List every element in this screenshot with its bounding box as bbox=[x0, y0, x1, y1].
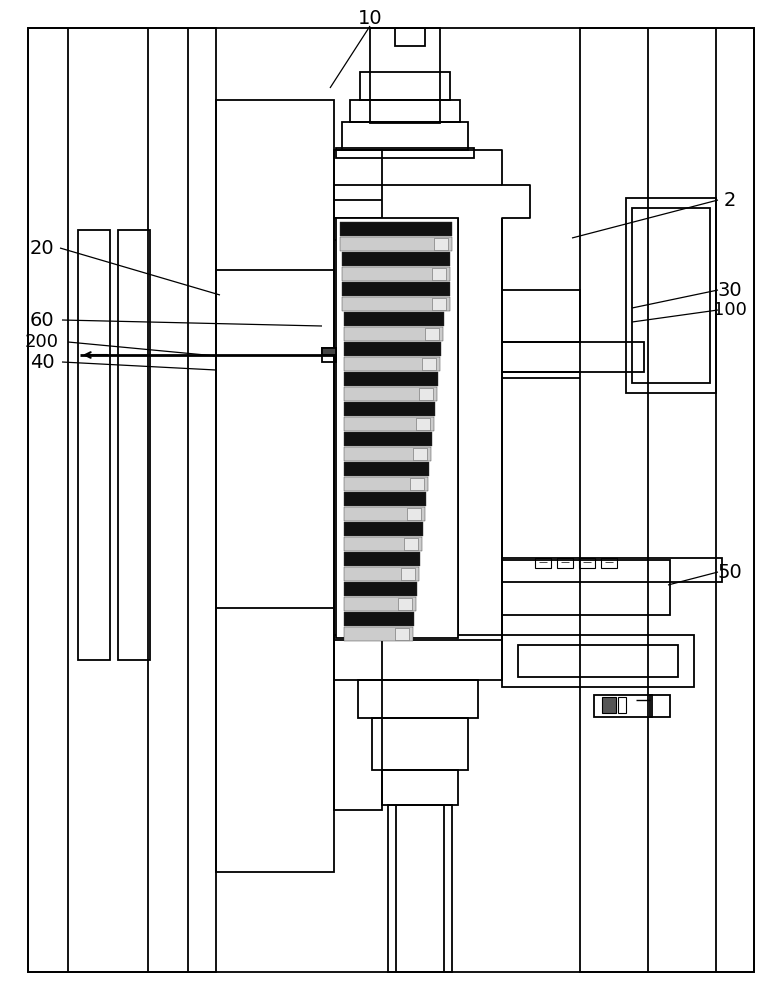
Bar bbox=[372, 718, 468, 770]
Bar bbox=[412, 448, 426, 460]
Bar bbox=[502, 342, 644, 372]
Bar bbox=[360, 72, 450, 100]
Bar bbox=[344, 582, 417, 595]
Bar bbox=[432, 268, 446, 279]
Bar bbox=[580, 28, 754, 972]
Bar bbox=[397, 598, 411, 609]
Bar bbox=[618, 697, 626, 713]
Bar bbox=[344, 567, 418, 580]
Bar bbox=[350, 100, 460, 122]
Bar bbox=[370, 28, 440, 123]
Text: 30: 30 bbox=[718, 280, 742, 300]
Bar bbox=[632, 208, 710, 383]
Text: 100: 100 bbox=[713, 301, 747, 319]
Bar bbox=[626, 198, 716, 393]
Text: 40: 40 bbox=[30, 353, 54, 371]
Bar bbox=[650, 695, 670, 717]
Bar bbox=[400, 568, 414, 580]
Bar bbox=[340, 222, 452, 235]
Bar bbox=[425, 328, 439, 340]
Bar bbox=[216, 100, 334, 872]
Text: 10: 10 bbox=[357, 8, 382, 27]
Bar bbox=[344, 327, 443, 340]
Text: 200: 200 bbox=[25, 333, 59, 351]
Bar bbox=[28, 28, 216, 972]
Bar bbox=[344, 417, 433, 430]
Bar bbox=[322, 348, 336, 362]
Bar bbox=[344, 597, 415, 610]
Bar bbox=[342, 282, 450, 296]
Bar bbox=[118, 230, 150, 660]
Bar bbox=[502, 290, 580, 342]
Bar bbox=[415, 418, 429, 430]
Bar bbox=[579, 558, 595, 568]
Bar bbox=[502, 558, 722, 582]
Bar bbox=[395, 28, 425, 46]
Bar bbox=[418, 388, 432, 399]
Bar bbox=[344, 627, 412, 641]
Bar bbox=[344, 312, 444, 326]
Bar bbox=[344, 372, 438, 385]
Bar bbox=[388, 805, 452, 972]
Bar bbox=[340, 237, 452, 250]
Bar bbox=[404, 538, 418, 550]
Bar bbox=[344, 507, 425, 520]
Bar bbox=[336, 148, 474, 158]
Bar bbox=[344, 537, 421, 550]
Bar bbox=[557, 558, 573, 568]
Bar bbox=[434, 238, 448, 249]
Bar bbox=[502, 635, 694, 687]
Bar bbox=[344, 612, 414, 626]
Bar bbox=[342, 122, 468, 150]
Bar bbox=[344, 492, 426, 506]
Bar bbox=[344, 477, 428, 490]
Bar bbox=[344, 552, 420, 566]
Bar bbox=[432, 298, 446, 310]
Bar bbox=[407, 508, 421, 520]
Text: 50: 50 bbox=[718, 562, 742, 582]
Bar bbox=[344, 462, 429, 476]
Text: 20: 20 bbox=[30, 238, 54, 257]
Bar bbox=[336, 218, 458, 638]
Bar bbox=[342, 267, 450, 280]
Bar bbox=[344, 387, 436, 400]
Bar bbox=[394, 628, 408, 640]
Bar bbox=[334, 635, 502, 680]
Bar bbox=[334, 150, 382, 810]
Bar bbox=[594, 695, 652, 717]
Bar bbox=[342, 252, 450, 265]
Bar bbox=[344, 432, 432, 446]
Bar bbox=[344, 447, 431, 460]
Bar bbox=[344, 402, 435, 416]
Bar bbox=[601, 558, 617, 568]
Text: 60: 60 bbox=[30, 310, 54, 330]
Bar bbox=[322, 348, 336, 355]
Bar bbox=[421, 358, 436, 369]
Bar bbox=[344, 522, 423, 536]
Bar bbox=[602, 697, 616, 713]
Bar bbox=[410, 478, 424, 489]
Text: 2: 2 bbox=[724, 190, 736, 210]
Bar bbox=[518, 645, 678, 677]
Bar bbox=[535, 558, 551, 568]
Bar bbox=[344, 357, 439, 370]
Bar bbox=[358, 680, 478, 718]
Bar bbox=[502, 560, 670, 615]
Bar bbox=[78, 230, 110, 660]
Bar bbox=[344, 342, 441, 356]
Bar bbox=[342, 297, 450, 310]
Bar bbox=[382, 770, 458, 805]
